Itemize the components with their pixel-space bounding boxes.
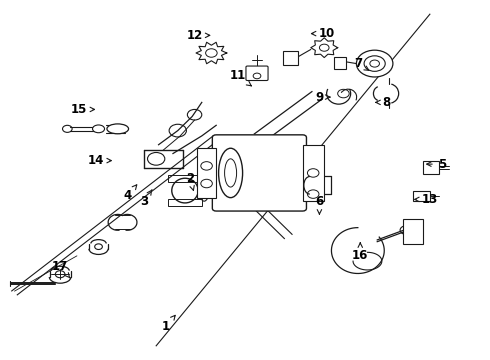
Text: 7: 7 — [354, 57, 369, 70]
Text: 1: 1 — [162, 315, 175, 333]
Bar — [423, 161, 440, 174]
Bar — [168, 175, 202, 182]
FancyBboxPatch shape — [212, 135, 306, 211]
Text: 12: 12 — [187, 29, 210, 42]
Text: 16: 16 — [352, 243, 368, 262]
Text: 15: 15 — [71, 103, 95, 116]
Bar — [413, 190, 430, 201]
Text: 5: 5 — [427, 158, 446, 171]
Bar — [197, 148, 216, 198]
Ellipse shape — [107, 124, 128, 134]
Text: 3: 3 — [140, 190, 152, 208]
Text: 17: 17 — [52, 260, 70, 278]
Text: 14: 14 — [88, 154, 111, 167]
Ellipse shape — [172, 178, 198, 203]
Bar — [303, 145, 324, 201]
Ellipse shape — [93, 125, 104, 133]
Bar — [168, 199, 202, 206]
Text: 8: 8 — [376, 96, 391, 109]
Text: 2: 2 — [186, 172, 194, 190]
Circle shape — [356, 50, 393, 77]
Text: 13: 13 — [415, 193, 438, 206]
Text: 10: 10 — [312, 27, 335, 40]
Text: 4: 4 — [123, 185, 137, 202]
Bar — [403, 219, 423, 243]
FancyBboxPatch shape — [246, 66, 268, 81]
Text: 6: 6 — [315, 195, 323, 214]
Text: 11: 11 — [230, 69, 251, 86]
Ellipse shape — [219, 148, 243, 198]
Bar — [283, 51, 298, 66]
Bar — [334, 57, 346, 69]
Text: 9: 9 — [315, 91, 330, 104]
